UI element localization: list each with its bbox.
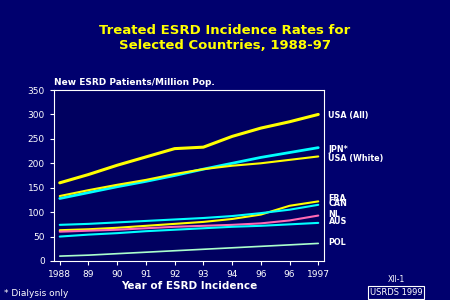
Text: USA (All): USA (All) bbox=[328, 111, 369, 120]
Text: POL: POL bbox=[328, 238, 346, 247]
Text: New ESRD Patients/Million Pop.: New ESRD Patients/Million Pop. bbox=[54, 78, 215, 87]
Text: USRDS 1999: USRDS 1999 bbox=[370, 288, 422, 297]
Text: JPN*: JPN* bbox=[328, 145, 348, 154]
Text: USA (White): USA (White) bbox=[328, 154, 384, 163]
Text: NL: NL bbox=[328, 210, 340, 219]
Text: Year of ESRD Incidence: Year of ESRD Incidence bbox=[121, 281, 257, 291]
Text: AUS: AUS bbox=[328, 218, 347, 226]
Text: FRA: FRA bbox=[328, 194, 346, 203]
Text: CAN: CAN bbox=[328, 199, 347, 208]
Text: XII-1: XII-1 bbox=[387, 274, 405, 284]
Text: Treated ESRD Incidence Rates for
Selected Countries, 1988-97: Treated ESRD Incidence Rates for Selecte… bbox=[99, 24, 351, 52]
Text: * Dialysis only: * Dialysis only bbox=[4, 290, 69, 298]
